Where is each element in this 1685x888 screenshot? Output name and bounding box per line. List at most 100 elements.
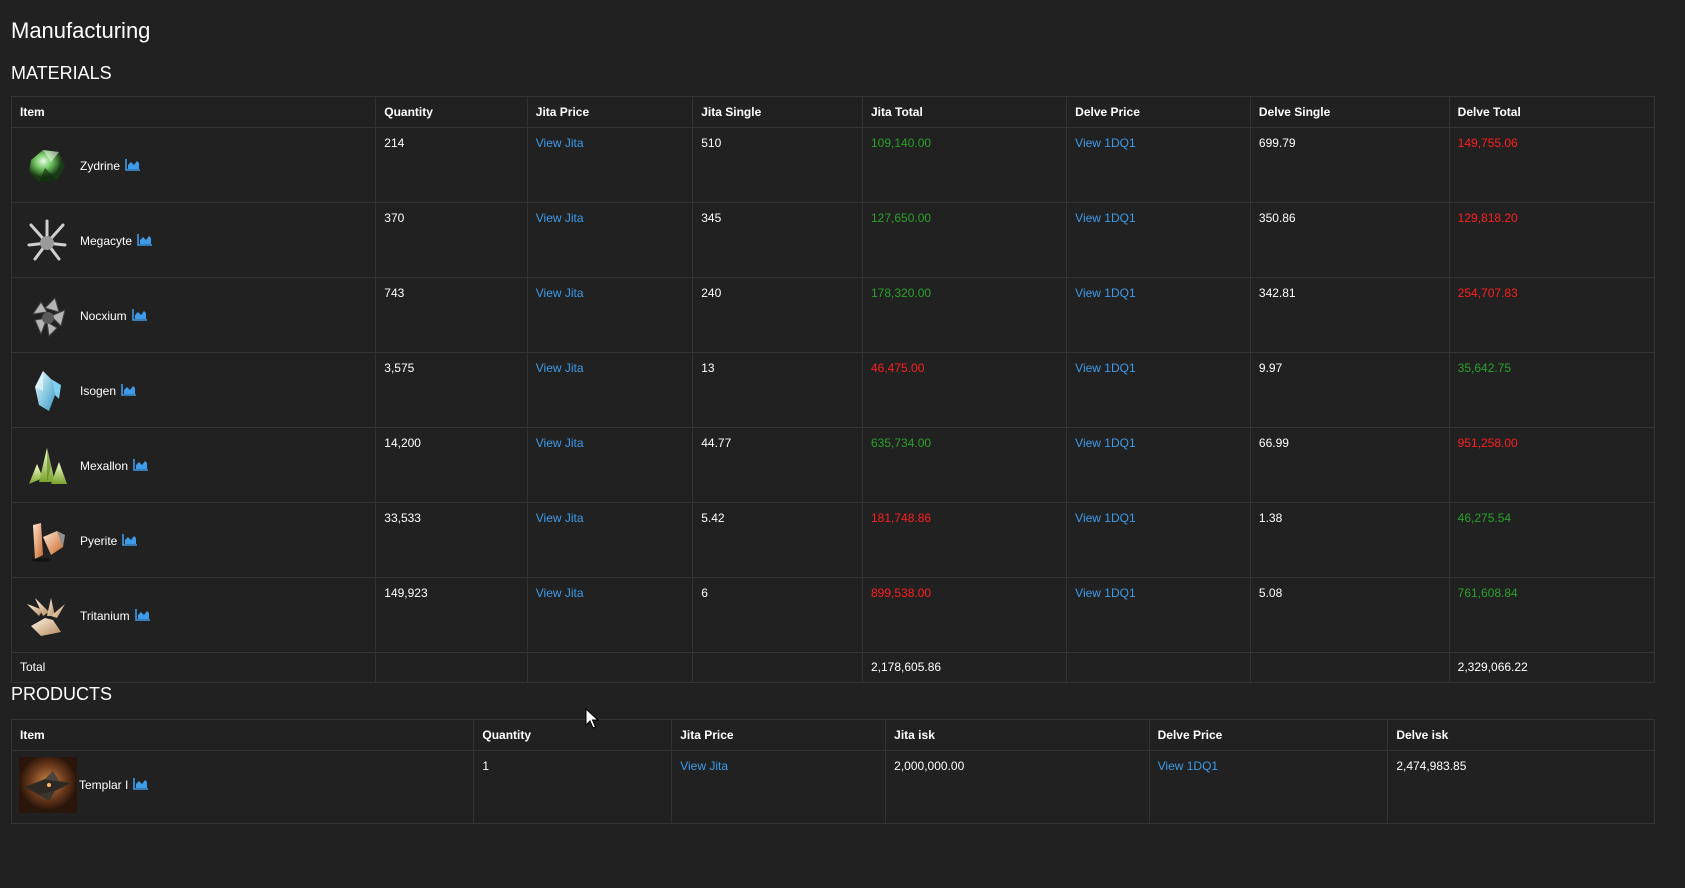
item-name: Nocxium [80,309,127,323]
view-1dq1-link[interactable]: View 1DQ1 [1075,136,1136,150]
materials-header-row: Item Quantity Jita Price Jita Single Jit… [10,96,1656,128]
empty-cell [526,652,694,683]
delve-total-cell: 35,642.75 [1448,352,1656,428]
area-chart-icon[interactable] [131,308,147,324]
item-wrapper: Nocxium [20,288,367,344]
area-chart-icon[interactable] [125,158,141,174]
column-header-delve-single[interactable]: Delve Single [1249,96,1450,128]
delve-grand-total: 2,329,066.22 [1448,652,1656,683]
total-label: Total [10,652,377,683]
item-wrapper: Tritanium [20,588,367,644]
delve-price-cell: View 1DQ1 [1066,352,1251,428]
delve-price-cell: View 1DQ1 [1066,202,1251,278]
jita-total-cell: 127,650.00 [861,202,1068,278]
item-wrapper: Isogen [20,363,367,419]
jita-price-cell: View Jita [526,427,694,503]
column-header-jita-price[interactable]: Jita Price [671,719,887,751]
table-row: Mexallon 14,200 View Jita 44.77 635,734.00 Vi… [10,427,1656,503]
column-header-jita-isk[interactable]: Jita isk [885,719,1150,751]
jita-price-cell: View Jita [526,277,694,353]
delve-price-cell: View 1DQ1 [1148,750,1389,824]
jita-total-cell: 46,475.00 [861,352,1068,428]
jita-price-cell: View Jita [671,750,887,824]
area-chart-icon[interactable] [122,533,138,549]
delve-price-cell: View 1DQ1 [1066,127,1251,203]
item-cell: Tritanium [10,577,377,653]
item-name: Templar I [79,778,129,792]
delve-single-cell: 342.81 [1249,277,1450,353]
jita-price-cell: View Jita [526,202,694,278]
view-jita-link[interactable]: View Jita [535,511,584,525]
jita-single-cell: 44.77 [692,427,863,503]
table-row: Templar I 1 View Jita 2,000,000.00 View 1DQ1… [10,750,1655,824]
table-row: Tritanium 149,923 View Jita 6 899,538.00 View… [10,577,1656,653]
item-name: Pyerite [80,534,118,548]
jita-total-cell: 635,734.00 [861,427,1068,503]
item-cell: Templar I [10,750,475,824]
total-row: Total 2,178,605.86 2,329,066.22 [10,652,1656,683]
delve-single-cell: 66.99 [1249,427,1450,503]
column-header-quantity[interactable]: Quantity [375,96,528,128]
view-1dq1-link[interactable]: View 1DQ1 [1075,286,1136,300]
view-1dq1-link[interactable]: View 1DQ1 [1075,211,1136,225]
quantity-cell: 214 [375,127,528,203]
mouse-pointer-icon [585,708,599,729]
jita-price-cell: View Jita [526,502,694,578]
quantity-cell: 1 [473,750,673,824]
empty-cell [1066,652,1251,683]
jita-price-cell: View Jita [526,577,694,653]
jita-price-cell: View Jita [526,352,694,428]
view-jita-link[interactable]: View Jita [535,136,584,150]
column-header-delve-total[interactable]: Delve Total [1448,96,1656,128]
column-header-delve-isk[interactable]: Delve isk [1387,719,1655,751]
item-name: Mexallon [80,459,129,473]
empty-cell [692,652,863,683]
delve-total-cell: 254,707.83 [1448,277,1656,353]
area-chart-icon[interactable] [133,458,149,474]
item-wrapper: Megacyte [20,213,367,269]
view-jita-link[interactable]: View Jita [535,436,584,450]
view-1dq1-link[interactable]: View 1DQ1 [1075,586,1136,600]
item-cell: Zydrine [10,127,377,203]
area-chart-icon[interactable] [137,233,153,249]
view-jita-link[interactable]: View Jita [535,361,584,375]
column-header-quantity[interactable]: Quantity [473,719,673,751]
area-chart-icon[interactable] [134,608,150,624]
table-row: Isogen 3,575 View Jita 13 46,475.00 View 1DQ1… [10,352,1656,428]
templar-fighter-thumbnail [19,757,77,813]
megacyte-mineral-icon [21,215,73,267]
view-1dq1-link[interactable]: View 1DQ1 [1075,361,1136,375]
delve-price-cell: View 1DQ1 [1066,427,1251,503]
isogen-mineral-icon [21,365,73,417]
view-jita-link[interactable]: View Jita [680,759,729,773]
view-1dq1-link[interactable]: View 1DQ1 [1075,511,1136,525]
jita-single-cell: 510 [692,127,863,203]
column-header-jita-single[interactable]: Jita Single [692,96,863,128]
jita-single-cell: 13 [692,352,863,428]
column-header-jita-price[interactable]: Jita Price [526,96,694,128]
delve-price-cell: View 1DQ1 [1066,277,1251,353]
view-jita-link[interactable]: View Jita [535,211,584,225]
column-header-item[interactable]: Item [10,719,475,751]
view-jita-link[interactable]: View Jita [535,286,584,300]
view-1dq1-link[interactable]: View 1DQ1 [1075,436,1136,450]
area-chart-icon[interactable] [133,777,149,793]
item-cell: Mexallon [10,427,377,503]
view-1dq1-link[interactable]: View 1DQ1 [1157,759,1219,773]
quantity-cell: 743 [375,277,528,353]
column-header-jita-total[interactable]: Jita Total [861,96,1068,128]
column-header-delve-price[interactable]: Delve Price [1148,719,1389,751]
column-header-item[interactable]: Item [10,96,377,128]
delve-total-cell: 129,818.20 [1448,202,1656,278]
table-row: Megacyte 370 View Jita 345 127,650.00 View 1D… [10,202,1656,278]
view-jita-link[interactable]: View Jita [535,586,584,600]
delve-total-cell: 149,755.06 [1448,127,1656,203]
table-row: Zydrine 214 View Jita 510 109,140.00 View 1DQ… [10,127,1656,203]
area-chart-icon[interactable] [121,383,137,399]
delve-single-cell: 5.08 [1249,577,1450,653]
jita-isk-cell: 2,000,000.00 [885,750,1150,824]
column-header-delve-price[interactable]: Delve Price [1066,96,1251,128]
zydrine-mineral-icon [21,140,73,192]
item-name: Zydrine [80,159,121,173]
products-section-title: PRODUCTS [11,684,113,704]
